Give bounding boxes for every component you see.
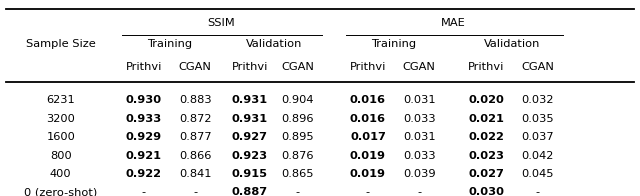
Text: 0.887: 0.887 bbox=[232, 187, 268, 196]
Text: Prithvi: Prithvi bbox=[126, 62, 162, 72]
Text: Validation: Validation bbox=[245, 39, 302, 49]
Text: 0.872: 0.872 bbox=[179, 113, 211, 124]
Text: 0.023: 0.023 bbox=[468, 151, 504, 161]
Text: -: - bbox=[536, 187, 540, 196]
Text: 0.037: 0.037 bbox=[522, 132, 554, 142]
Text: Prithvi: Prithvi bbox=[468, 62, 504, 72]
Text: 0.895: 0.895 bbox=[282, 132, 314, 142]
Text: 0.016: 0.016 bbox=[350, 113, 386, 124]
Text: SSIM: SSIM bbox=[207, 17, 235, 28]
Text: Sample Size: Sample Size bbox=[26, 39, 95, 49]
Text: 0.904: 0.904 bbox=[282, 95, 314, 105]
Text: 0.929: 0.929 bbox=[126, 132, 162, 142]
Text: 0.017: 0.017 bbox=[350, 132, 386, 142]
Text: 0.035: 0.035 bbox=[522, 113, 554, 124]
Text: 0.930: 0.930 bbox=[126, 95, 162, 105]
Text: 0.020: 0.020 bbox=[468, 95, 504, 105]
Text: -: - bbox=[142, 187, 146, 196]
Text: 0 (zero-shot): 0 (zero-shot) bbox=[24, 187, 97, 196]
Text: -: - bbox=[417, 187, 421, 196]
Text: -: - bbox=[366, 187, 370, 196]
Text: CGAN: CGAN bbox=[179, 62, 212, 72]
Text: 0.922: 0.922 bbox=[126, 169, 162, 180]
Text: CGAN: CGAN bbox=[281, 62, 314, 72]
Text: 0.883: 0.883 bbox=[179, 95, 211, 105]
Text: 0.039: 0.039 bbox=[403, 169, 435, 180]
Text: -: - bbox=[193, 187, 197, 196]
Text: Prithvi: Prithvi bbox=[350, 62, 386, 72]
Text: 0.031: 0.031 bbox=[403, 95, 435, 105]
Text: 0.865: 0.865 bbox=[282, 169, 314, 180]
Text: 0.045: 0.045 bbox=[522, 169, 554, 180]
Text: 6231: 6231 bbox=[47, 95, 75, 105]
Text: 0.927: 0.927 bbox=[232, 132, 268, 142]
Text: 1600: 1600 bbox=[46, 132, 76, 142]
Text: 0.032: 0.032 bbox=[522, 95, 554, 105]
Text: 400: 400 bbox=[50, 169, 72, 180]
Text: Validation: Validation bbox=[484, 39, 540, 49]
Text: -: - bbox=[296, 187, 300, 196]
Text: 0.019: 0.019 bbox=[350, 169, 386, 180]
Text: 0.915: 0.915 bbox=[232, 169, 268, 180]
Text: 0.027: 0.027 bbox=[468, 169, 504, 180]
Text: 0.921: 0.921 bbox=[126, 151, 162, 161]
Text: 800: 800 bbox=[50, 151, 72, 161]
Text: 0.841: 0.841 bbox=[179, 169, 211, 180]
Text: 0.933: 0.933 bbox=[126, 113, 162, 124]
Text: CGAN: CGAN bbox=[521, 62, 554, 72]
Text: 0.931: 0.931 bbox=[232, 95, 268, 105]
Text: 0.031: 0.031 bbox=[403, 132, 435, 142]
Text: 0.033: 0.033 bbox=[403, 151, 435, 161]
Text: 0.896: 0.896 bbox=[282, 113, 314, 124]
Text: 0.016: 0.016 bbox=[350, 95, 386, 105]
Text: Prithvi: Prithvi bbox=[232, 62, 268, 72]
Text: Training: Training bbox=[371, 39, 416, 49]
Text: 0.866: 0.866 bbox=[179, 151, 211, 161]
Text: 0.021: 0.021 bbox=[468, 113, 504, 124]
Text: Training: Training bbox=[147, 39, 192, 49]
Text: 0.042: 0.042 bbox=[522, 151, 554, 161]
Text: 0.019: 0.019 bbox=[350, 151, 386, 161]
Text: 0.022: 0.022 bbox=[468, 132, 504, 142]
Text: 0.923: 0.923 bbox=[232, 151, 268, 161]
Text: 0.876: 0.876 bbox=[282, 151, 314, 161]
Text: 0.030: 0.030 bbox=[468, 187, 504, 196]
Text: 0.931: 0.931 bbox=[232, 113, 268, 124]
Text: CGAN: CGAN bbox=[403, 62, 436, 72]
Text: 3200: 3200 bbox=[46, 113, 76, 124]
Text: 0.877: 0.877 bbox=[179, 132, 211, 142]
Text: MAE: MAE bbox=[440, 17, 465, 28]
Text: 0.033: 0.033 bbox=[403, 113, 435, 124]
